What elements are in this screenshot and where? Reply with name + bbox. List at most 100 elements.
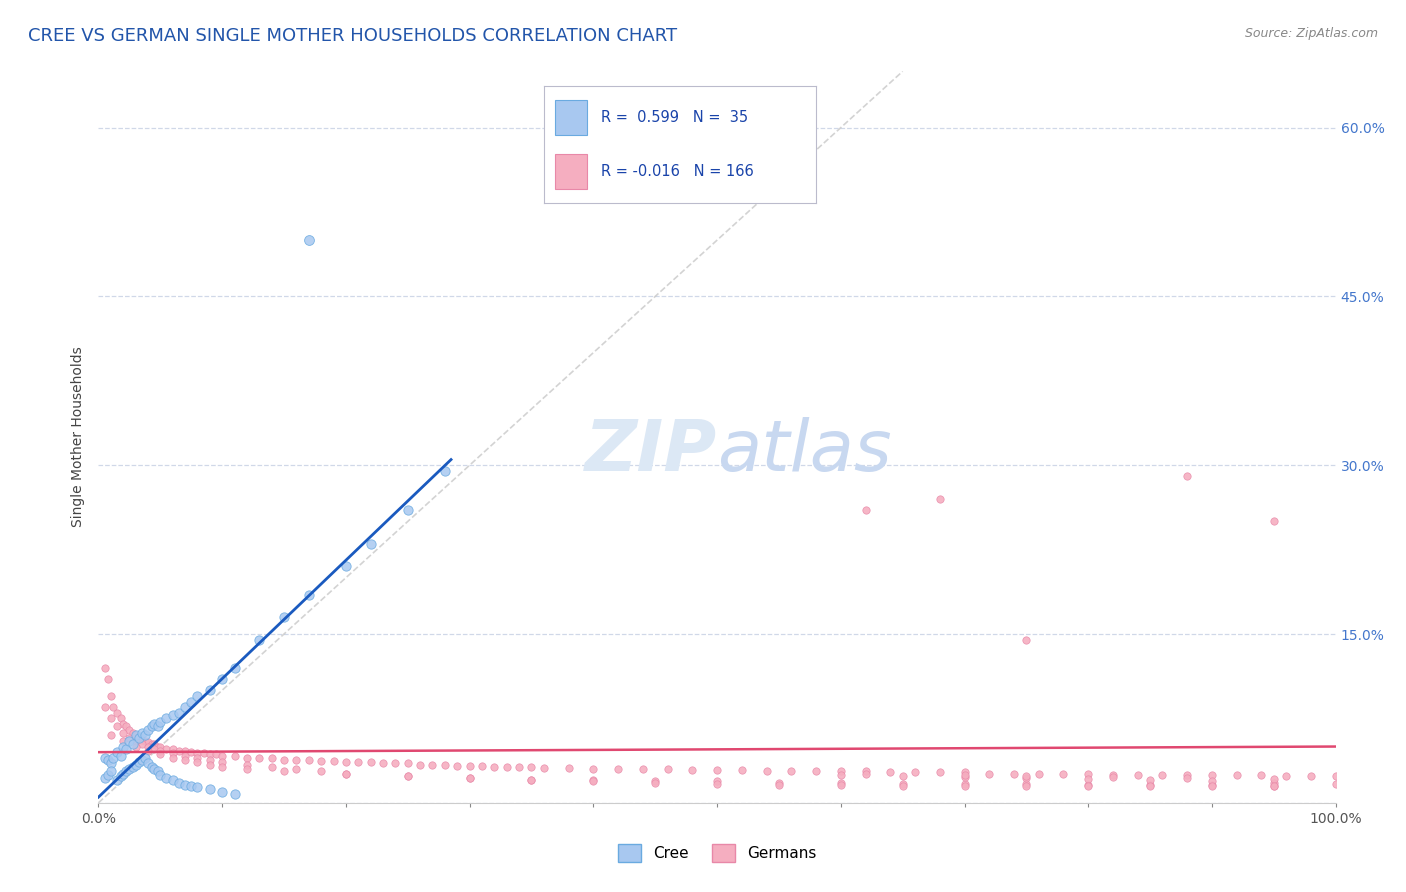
Point — [768, 775, 790, 789]
Point — [122, 760, 145, 774]
Y-axis label: Single Mother Households: Single Mother Households — [72, 347, 86, 527]
Point — [118, 723, 141, 737]
Point — [105, 745, 128, 759]
Point — [128, 756, 150, 770]
Point — [198, 757, 221, 772]
Point — [273, 753, 295, 767]
Point — [131, 726, 153, 740]
Point — [1015, 771, 1038, 785]
Point — [224, 661, 246, 675]
Point — [706, 763, 728, 777]
Point — [1201, 778, 1223, 792]
Point — [198, 747, 221, 762]
Point — [1077, 778, 1099, 792]
Point — [134, 734, 156, 748]
Point — [458, 771, 481, 785]
Point — [644, 774, 666, 789]
Point — [134, 728, 156, 742]
Point — [830, 767, 852, 781]
Text: ZIP: ZIP — [585, 417, 717, 486]
Point — [100, 764, 122, 779]
Text: atlas: atlas — [717, 417, 891, 486]
Point — [211, 784, 233, 798]
Point — [180, 694, 202, 708]
Point — [260, 760, 283, 774]
Point — [247, 632, 270, 647]
Point — [458, 771, 481, 785]
Point — [1175, 771, 1198, 785]
Point — [322, 754, 344, 768]
Point — [804, 764, 827, 779]
Point — [855, 503, 877, 517]
Point — [273, 610, 295, 624]
Point — [928, 765, 950, 780]
Point — [100, 689, 122, 703]
Point — [100, 756, 122, 771]
Point — [657, 762, 679, 776]
Text: CREE VS GERMAN SINGLE MOTHER HOUSEHOLDS CORRELATION CHART: CREE VS GERMAN SINGLE MOTHER HOUSEHOLDS … — [28, 27, 678, 45]
Point — [335, 756, 357, 770]
Point — [143, 717, 166, 731]
Point — [124, 757, 146, 772]
Point — [211, 760, 233, 774]
Point — [830, 764, 852, 779]
Point — [1152, 767, 1174, 781]
Point — [100, 728, 122, 742]
Point — [495, 760, 517, 774]
Point — [1201, 767, 1223, 781]
Point — [1028, 766, 1050, 780]
Point — [143, 762, 166, 776]
Point — [830, 775, 852, 789]
Point — [103, 751, 125, 765]
Point — [780, 764, 803, 779]
Point — [93, 661, 115, 675]
Point — [186, 756, 208, 770]
Point — [928, 491, 950, 506]
Point — [112, 766, 135, 780]
Point — [446, 758, 468, 772]
Point — [1324, 777, 1347, 791]
Point — [1263, 779, 1285, 793]
Point — [167, 775, 190, 789]
Point — [112, 734, 135, 748]
Point — [167, 706, 190, 720]
Point — [953, 779, 976, 793]
Point — [298, 588, 321, 602]
Point — [105, 719, 128, 733]
Point — [953, 765, 976, 780]
Point — [110, 711, 132, 725]
Point — [224, 787, 246, 801]
Point — [582, 774, 605, 789]
Point — [149, 714, 172, 729]
Point — [1102, 770, 1125, 784]
Point — [335, 559, 357, 574]
Point — [141, 737, 163, 751]
Point — [155, 741, 177, 756]
Point — [105, 706, 128, 720]
Point — [162, 741, 184, 756]
Point — [1139, 773, 1161, 788]
Point — [198, 753, 221, 767]
Point — [1263, 772, 1285, 787]
Point — [422, 757, 444, 772]
Point — [105, 773, 128, 788]
Point — [146, 719, 169, 733]
Point — [180, 745, 202, 759]
Point — [520, 773, 543, 788]
Point — [124, 728, 146, 742]
Point — [124, 739, 146, 754]
Point — [644, 775, 666, 789]
Point — [124, 734, 146, 748]
Point — [396, 769, 419, 783]
Point — [1015, 769, 1038, 783]
Point — [122, 726, 145, 740]
Point — [128, 731, 150, 745]
Point — [141, 760, 163, 774]
Point — [112, 717, 135, 731]
Point — [236, 762, 259, 776]
Point — [1077, 779, 1099, 793]
Point — [186, 780, 208, 794]
Point — [174, 748, 197, 763]
Point — [891, 777, 914, 791]
Point — [768, 778, 790, 792]
